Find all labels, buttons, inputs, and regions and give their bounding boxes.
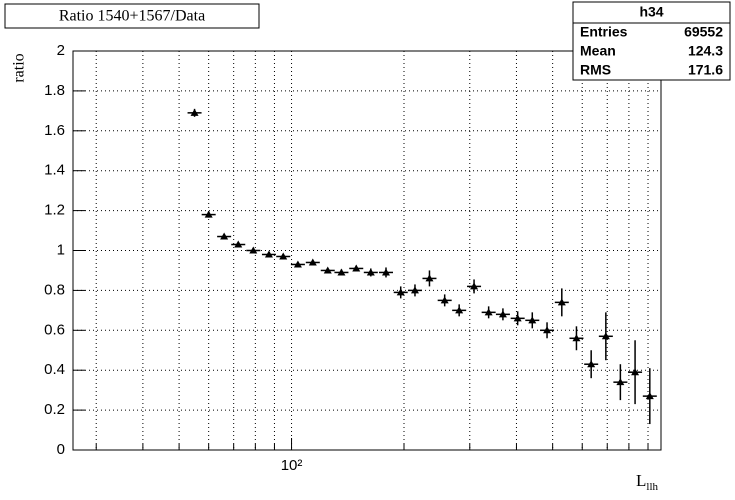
marker [293,260,302,268]
y-tick-label: 2 [57,42,65,59]
data-point [349,264,364,272]
data-point [422,270,437,287]
marker [528,316,537,324]
marker [587,360,596,368]
y-axis-label: ratio [11,53,28,82]
data-point [598,312,613,361]
plot-frame [72,50,662,451]
data-point [569,326,584,351]
chart-title: Ratio 1540+1567/Data [59,8,205,25]
marker [396,288,405,296]
marker [631,368,640,376]
marker [616,378,625,386]
marker [455,306,464,314]
marker [543,326,552,334]
marker [601,332,610,340]
data-point [467,279,482,294]
stats-value: 69552 [684,24,723,40]
y-tick-label: 1.2 [44,202,65,219]
marker [382,268,391,276]
marker [234,240,243,248]
data-point [290,260,305,268]
marker [204,210,213,218]
data-point [525,312,540,329]
x-axis-label-sub: llh [646,481,658,493]
data-point [201,210,216,218]
marker [264,250,273,258]
y-tick-label: 1.8 [44,82,65,99]
marker [352,264,361,272]
marker [498,310,507,318]
x-axis-label-main: L [636,471,646,490]
stats-name: h34 [639,4,663,20]
data-point [540,322,555,339]
data-point [217,232,232,240]
marker [190,108,199,116]
stats-value: 171.6 [688,62,723,78]
data-point [437,294,452,307]
marker [470,282,479,290]
data-point [334,268,349,276]
data-point [407,284,422,297]
y-tick-label: 0 [57,441,65,458]
y-tick-label: 0.4 [44,361,65,378]
y-tick-label: 0.6 [44,321,65,338]
marker [572,334,581,342]
data-point [320,266,335,274]
marker [279,252,288,260]
data-point [584,350,599,379]
marker [337,268,346,276]
stats-key: Entries [580,24,628,40]
marker [410,286,419,294]
marker [308,258,317,266]
marker [323,266,332,274]
stats-key: Mean [580,43,616,59]
y-tick-label: 1.4 [44,162,65,179]
data-point [246,246,261,254]
y-tick-label: 1.6 [44,122,65,139]
y-tick-label: 0.8 [44,281,65,298]
marker [440,296,449,304]
data-point [187,108,202,117]
marker [645,392,654,400]
marker [366,268,375,276]
y-tick-label: 0.2 [44,401,65,418]
data-point [628,340,643,405]
marker [425,274,434,282]
data-point [495,308,510,321]
marker [513,314,522,322]
data-point [452,304,467,317]
stats-box [572,1,731,81]
data-point [379,267,394,278]
data-point [261,250,276,258]
stats-key: RMS [580,62,611,78]
marker [249,246,258,254]
data-point [231,240,246,248]
data-point [481,306,496,319]
x-axis-label: Lllh [636,471,659,493]
marker [557,298,566,306]
data-point [276,252,291,260]
data-point [393,286,408,299]
x-tick-label: 10² [281,457,303,474]
stats-value: 124.3 [688,43,723,59]
data-point [363,268,378,277]
data-point [554,288,569,317]
data-point [613,364,628,401]
data-point [510,311,525,326]
marker [484,308,493,316]
title-box [4,3,260,29]
y-tick-label: 1 [57,241,65,258]
data-point [642,368,657,425]
marker [220,232,229,240]
data-point [305,258,320,266]
